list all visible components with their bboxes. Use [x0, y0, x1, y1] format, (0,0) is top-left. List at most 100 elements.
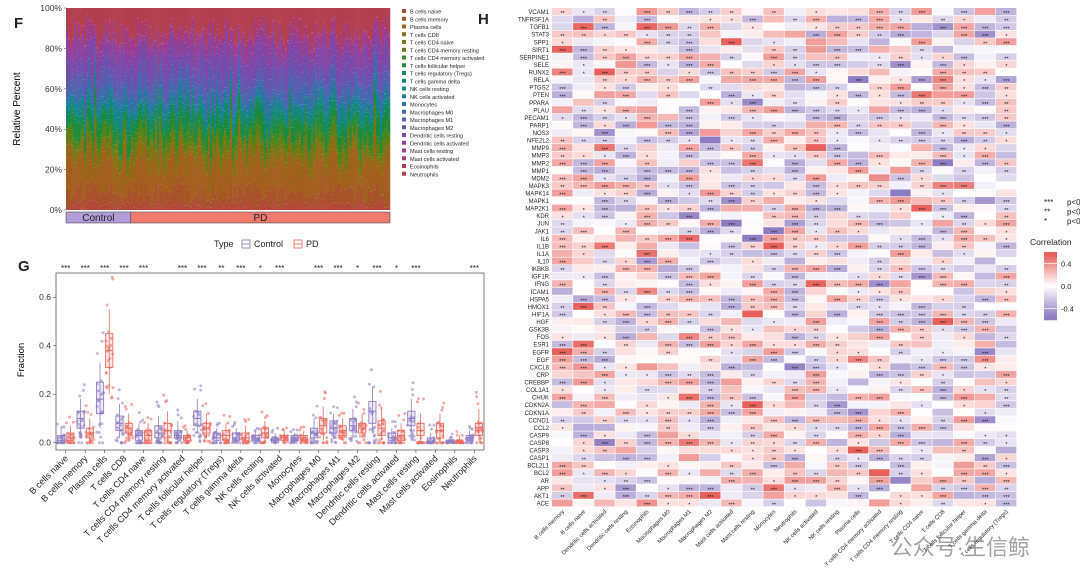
f-bar-segment: [159, 85, 162, 87]
f-bar-segment: [116, 51, 119, 77]
f-bar-segment: [124, 75, 127, 80]
f-bar-segment: [343, 65, 346, 84]
f-bar-segment: [155, 150, 158, 182]
f-bar-segment: [375, 157, 379, 162]
f-bar-segment: [357, 56, 360, 69]
f-bar-segment: [230, 97, 233, 112]
f-bar-segment: [207, 152, 211, 201]
f-bar-segment: [70, 58, 73, 77]
f-bar-segment: [234, 93, 237, 105]
f-bar-segment: [363, 116, 366, 126]
f-bar-segment: [274, 105, 277, 111]
f-bar-segment: [244, 45, 247, 46]
f-bar-segment: [209, 36, 213, 40]
f-bar-segment: [114, 144, 117, 147]
f-bar-segment: [238, 80, 241, 85]
f-bar-segment: [369, 153, 373, 157]
f-bar-segment: [151, 204, 154, 209]
f-bar-segment: [147, 8, 150, 45]
f-bar-segment: [84, 133, 87, 138]
f-bar-segment: [252, 154, 255, 157]
f-bar-segment: [175, 165, 178, 171]
f-bar-segment: [151, 138, 154, 143]
f-bar-segment: [323, 205, 326, 210]
f-bar-segment: [359, 113, 362, 124]
f-bar-segment: [82, 136, 85, 138]
f-bar-segment: [313, 161, 316, 164]
f-bar-segment: [155, 50, 158, 56]
f-bar-segment: [165, 187, 168, 202]
f-bar-segment: [347, 202, 350, 210]
f-bar-segment: [266, 8, 269, 18]
f-bar-segment: [379, 112, 383, 117]
f-bar-segment: [116, 105, 119, 118]
f-bar-segment: [302, 208, 306, 210]
f-bar-segment: [173, 185, 176, 206]
f-bar-segment: [244, 8, 247, 45]
f-bar-segment: [363, 125, 366, 132]
f-bar-segment: [140, 100, 144, 102]
f-bar-segment: [193, 134, 196, 141]
f-bar-segment: [377, 154, 381, 157]
f-bar-segment: [169, 25, 172, 27]
f-bar-segment: [179, 202, 182, 210]
f-bar-segment: [351, 96, 354, 100]
g-box-pd: [201, 402, 212, 445]
f-bar-segment: [205, 44, 208, 47]
f-bar-segment: [325, 140, 328, 154]
f-bar-segment: [130, 103, 134, 111]
f-bar-segment: [86, 90, 89, 96]
f-bar-segment: [341, 145, 344, 150]
f-bar-segment: [367, 85, 370, 101]
f-bar-segment: [274, 206, 277, 210]
f-bar-segment: [341, 166, 344, 189]
f-bar-segment: [209, 133, 213, 142]
f-bar-segment: [284, 58, 287, 69]
f-bar-segment: [365, 149, 368, 157]
f-bar-segment: [116, 33, 119, 35]
g-jitter-point: [373, 441, 377, 445]
f-bar-segment: [122, 143, 125, 152]
f-bar-segment: [278, 21, 281, 23]
g-jitter-point: [263, 415, 267, 419]
f-bar-segment: [349, 8, 352, 39]
f-bar-segment: [195, 8, 198, 32]
f-bar-segment: [78, 155, 81, 185]
f-bar-segment: [203, 147, 206, 155]
f-bar-segment: [138, 8, 142, 35]
f-bar-segment: [315, 40, 318, 55]
f-bar-segment: [144, 32, 148, 36]
f-bar-segment: [80, 34, 83, 37]
f-legend-label: T cells CD4 naive: [410, 41, 454, 47]
f-bar-segment: [120, 83, 123, 88]
g-jitter-point: [325, 436, 329, 440]
g-jitter-point: [139, 420, 143, 424]
f-bar-segment: [298, 91, 302, 105]
f-bar-segment: [118, 44, 121, 47]
f-bar-segment: [266, 110, 269, 122]
f-bar-segment: [339, 111, 342, 124]
f-bar-segment: [250, 96, 253, 100]
f-bar-segment: [155, 94, 158, 105]
f-bar-segment: [278, 43, 281, 59]
f-bar-segment: [373, 106, 377, 118]
f-bar-segment: [238, 139, 241, 186]
f-bar-segment: [272, 68, 275, 90]
f-bar-segment: [167, 41, 170, 44]
f-bar-segment: [371, 39, 375, 46]
f-bar-segment: [96, 165, 99, 190]
f-bar-segment: [347, 75, 350, 82]
f-bar-segment: [246, 8, 249, 41]
f-bar-segment: [311, 32, 314, 33]
f-bar-segment: [211, 67, 215, 78]
f-bar-segment: [140, 36, 144, 41]
f-bar-segment: [341, 48, 344, 53]
f-bar-segment: [349, 146, 352, 150]
f-bar-segment: [169, 115, 172, 133]
f-bar-segment: [157, 117, 160, 125]
f-bar-segment: [213, 114, 217, 120]
f-bar-segment: [262, 80, 265, 87]
f-bar-segment: [373, 89, 377, 93]
f-bar-segment: [353, 112, 356, 116]
f-bar-segment: [219, 72, 223, 93]
